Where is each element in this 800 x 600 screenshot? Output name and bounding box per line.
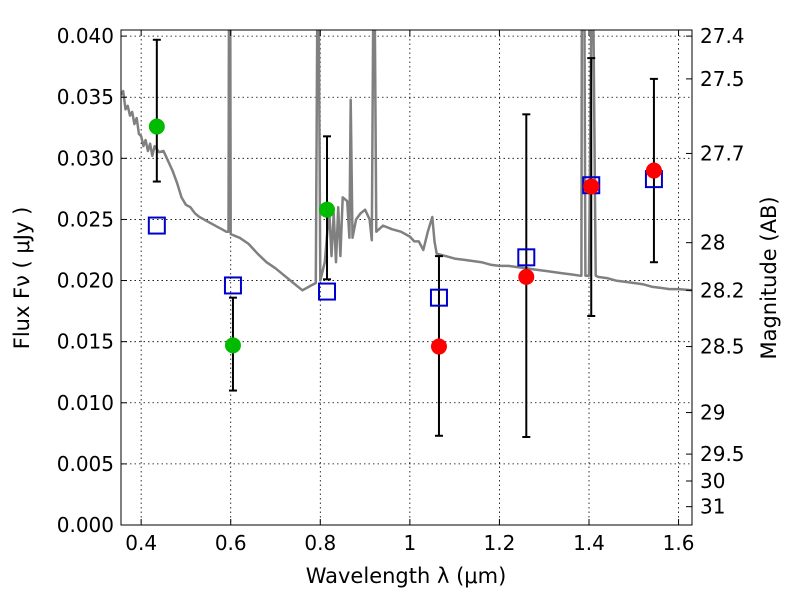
y2-tick-label: 28.5 (700, 335, 745, 359)
plot-area (121, 30, 692, 437)
y2-tick-label: 27.4 (700, 24, 745, 48)
y2-tick-label: 27.7 (700, 141, 745, 165)
green-data-point (149, 119, 164, 134)
red-data-point (519, 269, 534, 284)
y2-tick-label: 29.5 (700, 442, 745, 466)
x-tick-label: 1 (403, 531, 416, 555)
y-tick-label: 0.010 (57, 391, 114, 415)
sed-chart: 0.4 0.6 0.8 1 1.2 1.4 1.6 0.000 0.005 0.010 0.015 0… (0, 0, 800, 600)
y-axis-title: Flux Fν ( μJy ) (10, 207, 34, 350)
y2-axis-title: Magnitude (AB) (757, 196, 781, 359)
red-data-point (431, 339, 446, 354)
y-axis-title-text: Flux Fν ( μJy ) (10, 207, 34, 350)
x-tick-label: 1.6 (663, 531, 695, 555)
model-band-square (149, 218, 165, 234)
x-axis-title: Wavelength λ (μm) (306, 564, 507, 588)
y-tick-label: 0.035 (57, 85, 114, 109)
green-data-point (225, 338, 240, 353)
model-band-square (225, 277, 241, 293)
y2-tick-label: 31 (700, 495, 725, 519)
y-tick-label: 0.040 (57, 24, 114, 48)
y2-tick-label: 28 (700, 231, 725, 255)
x-tick-label: 0.4 (125, 531, 157, 555)
x-axis-title-text: Wavelength λ (μm) (306, 564, 507, 588)
green-data-point (320, 202, 335, 217)
y2-tick-label: 28.2 (700, 278, 745, 302)
red-data-point (584, 179, 599, 194)
y2-axis-title-text: Magnitude (AB) (757, 196, 781, 359)
axes: 0.4 0.6 0.8 1 1.2 1.4 1.6 0.000 0.005 0.010 0.015 0… (57, 24, 745, 555)
y-tick-label: 0.000 (57, 513, 114, 537)
x-tick-label: 0.8 (304, 531, 336, 555)
y2-tick-label: 30 (700, 469, 725, 493)
y-tick-label: 0.025 (57, 207, 114, 231)
x-tick-label: 0.6 (215, 531, 247, 555)
y2-tick-label: 29 (700, 401, 725, 425)
x-tick-label: 1.2 (484, 531, 516, 555)
y-tick-label: 0.005 (57, 452, 114, 476)
x-tick-label: 1.4 (573, 531, 605, 555)
model-band-square (319, 284, 335, 300)
y-tick-label: 0.015 (57, 330, 114, 354)
model-spectrum-line (121, 30, 692, 290)
y2-tick-label: 27.5 (700, 67, 745, 91)
y-tick-label: 0.020 (57, 269, 114, 293)
y-tick-label: 0.030 (57, 146, 114, 170)
red-data-point (646, 163, 661, 178)
